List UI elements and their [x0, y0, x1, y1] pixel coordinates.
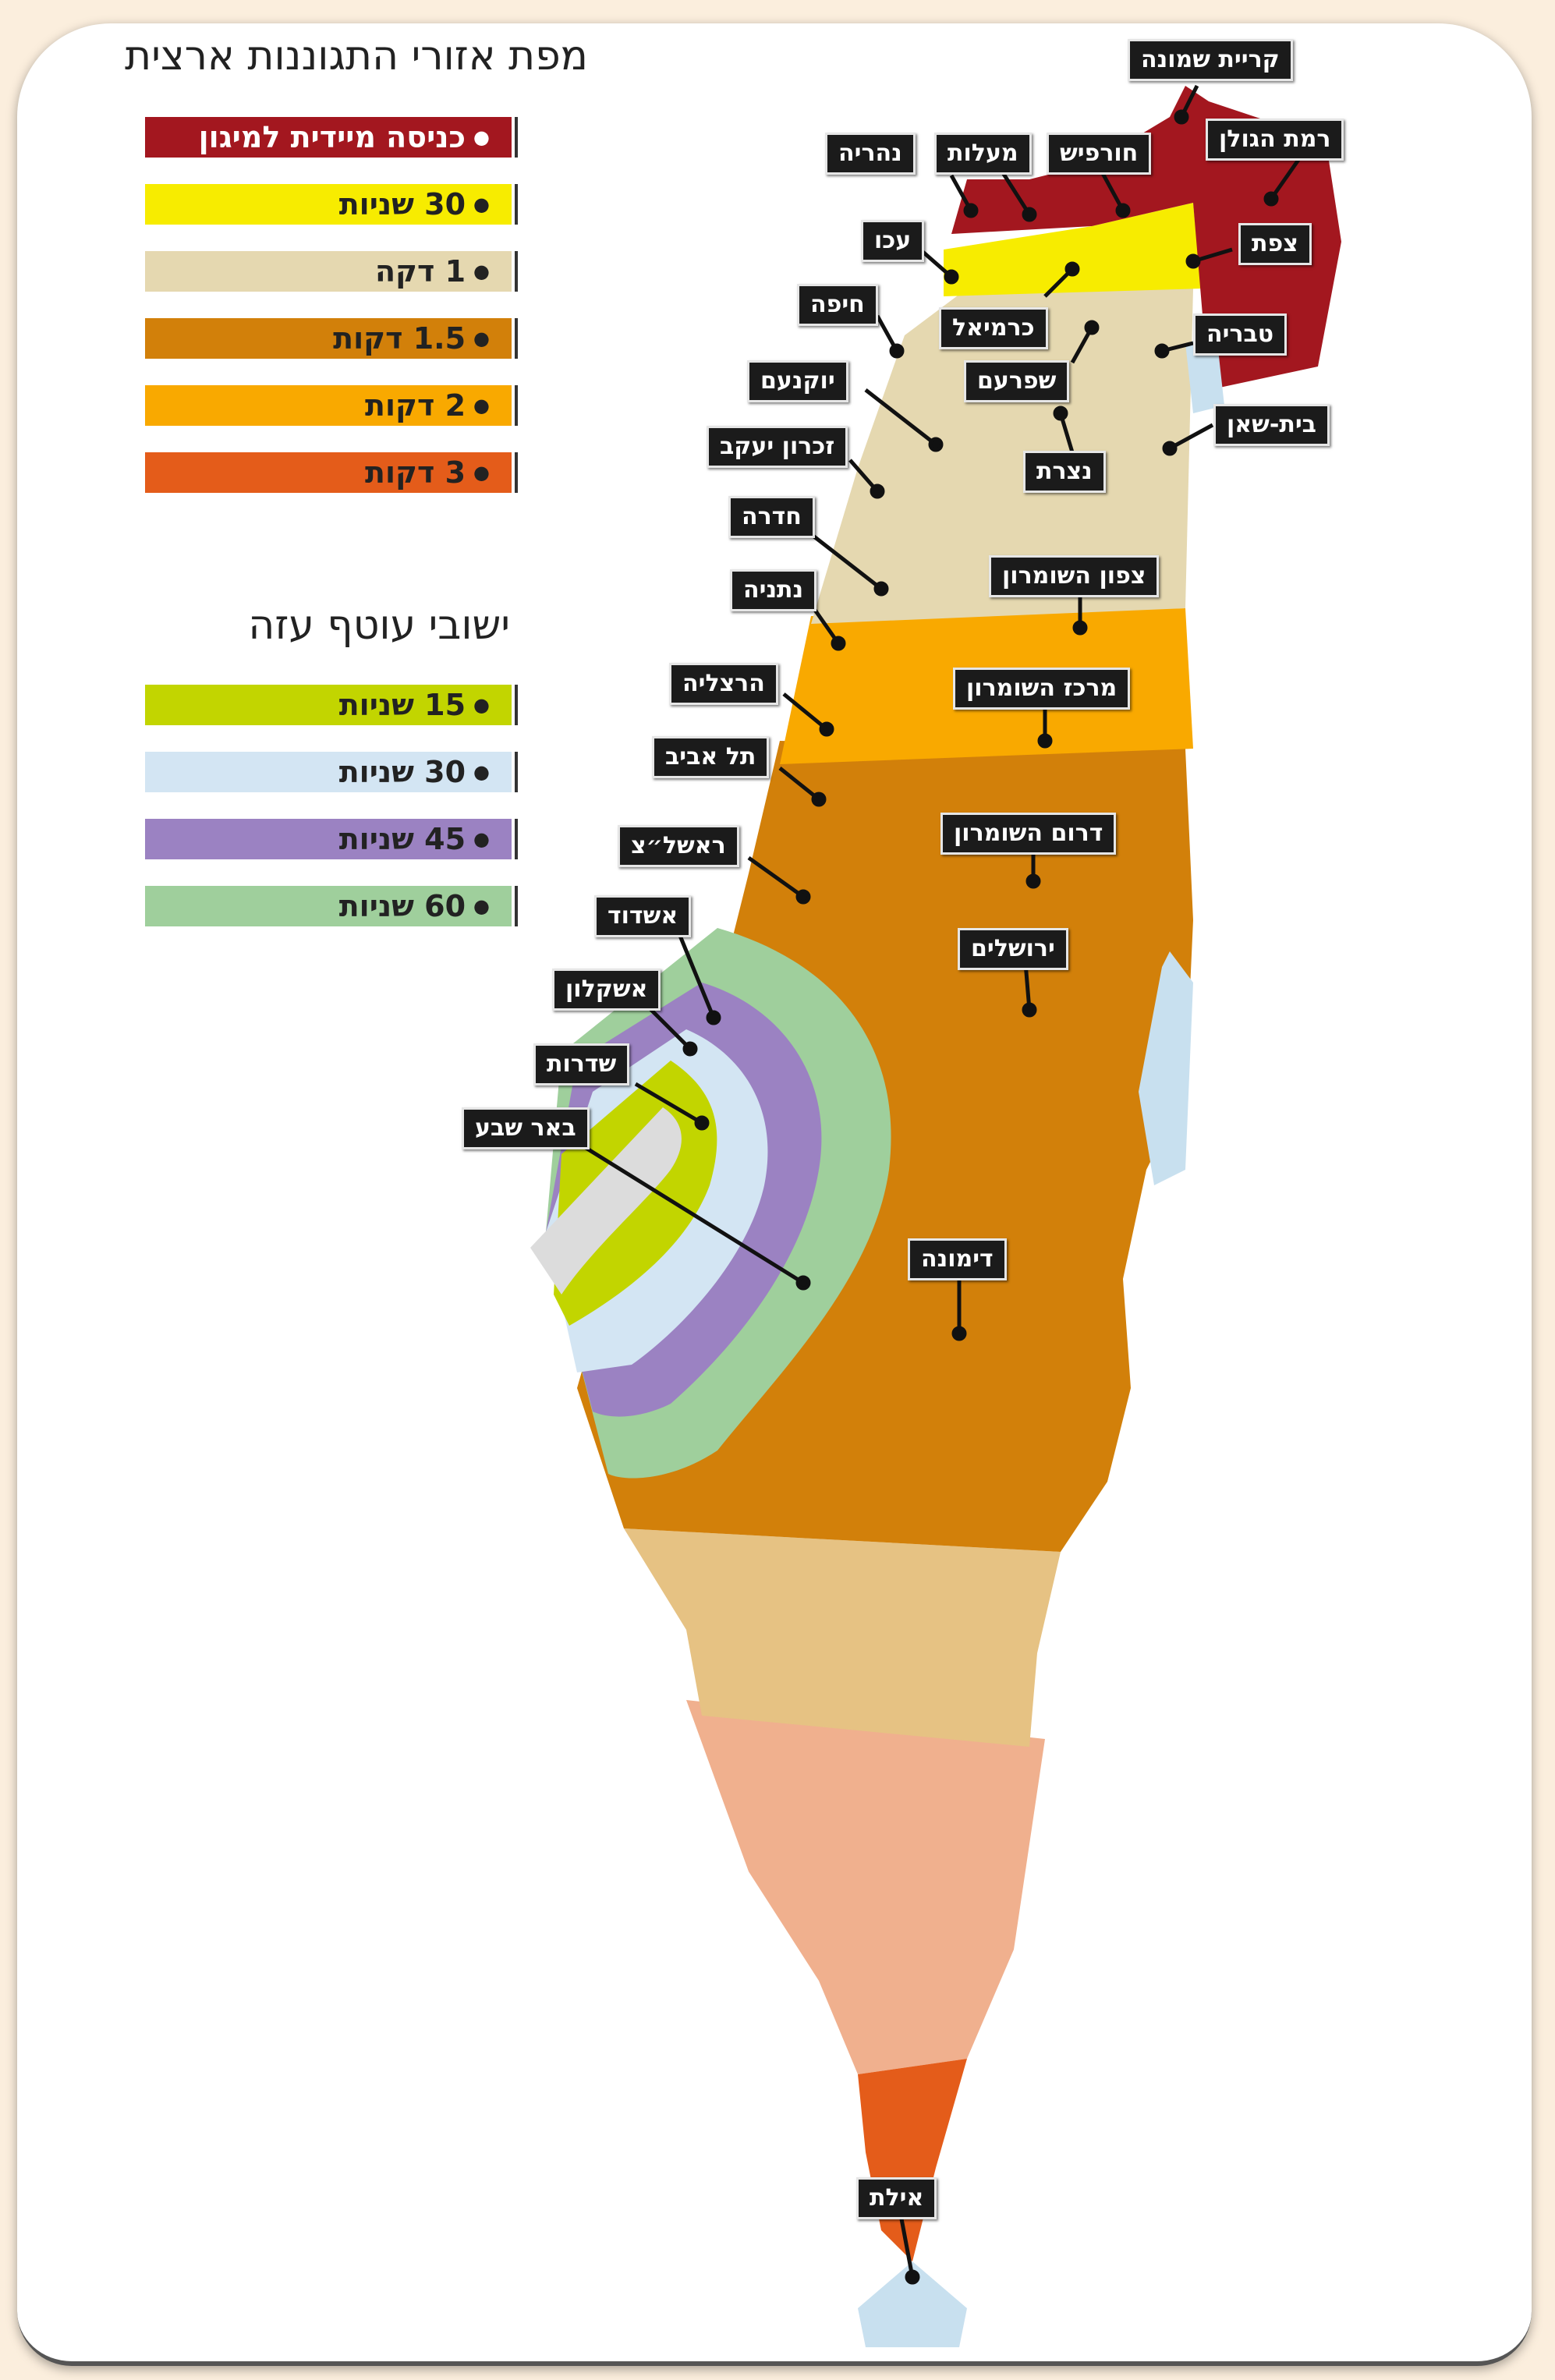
city-label-haifa: חיפה: [797, 284, 878, 326]
legend-tick: [515, 752, 518, 792]
city-label-yokneam: יוקנעם: [747, 360, 848, 402]
city-label-netanya: נתניה: [730, 569, 817, 611]
city-label-kiryat-shmona: קריית שמונה: [1128, 39, 1293, 81]
city-label-beit-shean: בית-שאן: [1213, 404, 1330, 446]
region-eilat: [858, 2059, 967, 2261]
legend-tick: [515, 685, 518, 725]
gaza-legend-item-60s: ● 60 שניות: [145, 886, 518, 926]
legend-tick: [515, 452, 518, 493]
city-label-hadera: חדרה: [728, 496, 815, 538]
legend-item-30s: ● 30 שניות: [145, 184, 518, 225]
bullet-icon: ●: [473, 260, 490, 282]
gaza-strip: [530, 1107, 682, 1294]
bullet-icon: ●: [473, 328, 490, 349]
gaza-legend-item-15s: ● 15 שניות: [145, 685, 518, 725]
city-label-nazareth: נצרת: [1023, 451, 1106, 493]
dead-sea: [1139, 951, 1193, 1185]
bullet-icon: ●: [473, 193, 490, 215]
legend-label: 1.5 דקות: [333, 321, 466, 356]
region-1min: [811, 289, 1193, 624]
city-label-herzliya: הרצליה: [669, 663, 778, 705]
red-sea-gulf: [858, 2261, 967, 2347]
region-negev-south: [686, 1700, 1045, 2074]
city-label-ashkelon: אשקלון: [552, 969, 661, 1011]
gaza-legend-item-45s: ● 45 שניות: [145, 819, 518, 859]
legend-label: 1 דקה: [374, 254, 466, 289]
legend-tick: [515, 117, 518, 158]
legend-title: מפת אזורי התגוננות ארצית: [125, 33, 588, 80]
bullet-icon: ●: [473, 694, 490, 716]
city-label-karmiel: כרמיאל: [939, 307, 1048, 349]
leader-lines: [576, 84, 1301, 2285]
city-label-ashdod: אשדוד: [594, 895, 692, 937]
city-label-eilat: אילת: [856, 2177, 937, 2219]
city-label-golan-heights: רמת הגולן: [1206, 119, 1344, 161]
legend-tick: [515, 184, 518, 225]
legend-tick: [515, 385, 518, 426]
region-negev-central: [624, 1528, 1061, 1747]
city-label-hurfeish: חורפיש: [1047, 133, 1152, 175]
city-label-tel-aviv: תל אביב: [652, 736, 770, 778]
city-label-beer-sheva: באר שבע: [462, 1107, 590, 1149]
legend-item-1min: ● 1 דקה: [145, 251, 518, 292]
city-label-dimona: דימונה: [908, 1238, 1007, 1280]
city-label-tiberias: טבריה: [1193, 313, 1288, 356]
legend-tick: [515, 886, 518, 926]
bullet-icon: ●: [473, 395, 490, 416]
legend-label: 30 שניות: [338, 187, 466, 221]
city-label-nahariya: נהריה: [825, 133, 916, 175]
legend-label: 45 שניות: [338, 822, 466, 856]
bullet-icon: ●: [473, 126, 490, 148]
bullet-icon: ●: [473, 761, 490, 783]
legend-label: כניסה מיידית למיגון: [198, 120, 466, 154]
legend-item-immediate: ● כניסה מיידית למיגון: [145, 117, 518, 158]
legend-label: 2 דקות: [365, 388, 466, 423]
legend-item-1-5min: ● 1.5 דקות: [145, 318, 518, 359]
legend-label: 30 שניות: [338, 755, 466, 789]
legend-label: 3 דקות: [365, 455, 466, 490]
legend-tick: [515, 819, 518, 859]
legend-label: 60 שניות: [338, 889, 466, 923]
city-label-maalot: מעלות: [934, 133, 1032, 175]
bullet-icon: ●: [473, 895, 490, 917]
city-label-shfaram: שפרעם: [964, 360, 1070, 402]
legend-tick: [515, 251, 518, 292]
legend-item-2min: ● 2 דקות: [145, 385, 518, 426]
city-label-south-samaria: דרום השומרון: [940, 813, 1117, 855]
city-label-north-samaria: צפון השומרון: [989, 555, 1160, 597]
city-label-sderot: שדרות: [533, 1043, 630, 1086]
city-label-zichron-yaakov: זכרון יעקב: [707, 426, 848, 468]
legend-label: 15 שניות: [338, 688, 466, 722]
gaza-legend-title: ישובי עוטף עזה: [248, 602, 510, 649]
legend-item-3min: ● 3 דקות: [145, 452, 518, 493]
city-label-jerusalem: ירושלים: [958, 928, 1068, 970]
region-30s: [944, 203, 1201, 296]
bullet-icon: ●: [473, 462, 490, 483]
city-label-central-samaria: מרכז השומרון: [953, 668, 1131, 710]
city-label-safed: צפת: [1238, 223, 1312, 265]
bullet-icon: ●: [473, 828, 490, 850]
legend-tick: [515, 318, 518, 359]
city-label-rishon-lezion: ראשל״צ: [618, 825, 739, 867]
gaza-legend-item-30s: ● 30 שניות: [145, 752, 518, 792]
city-label-akko: עכו: [861, 220, 925, 262]
